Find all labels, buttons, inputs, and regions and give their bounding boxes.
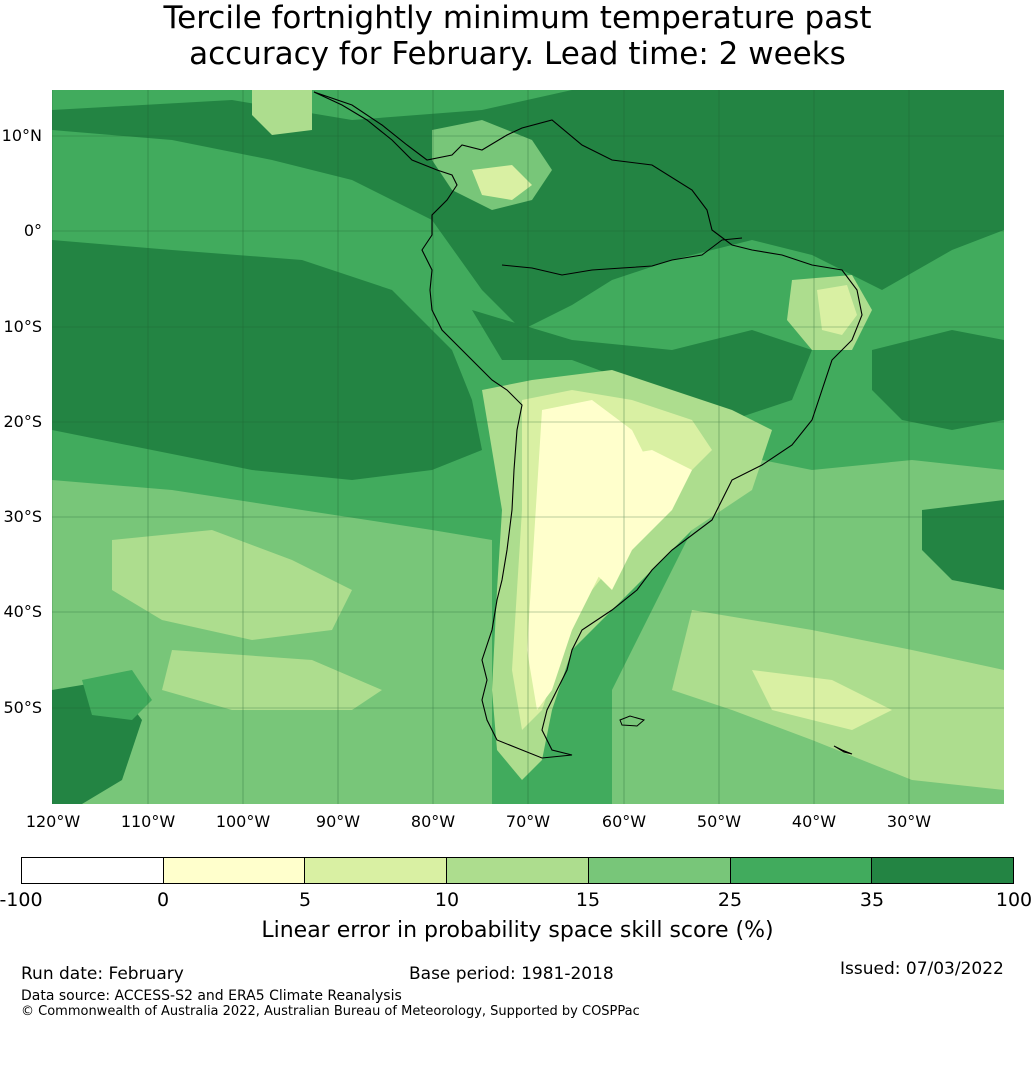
colorbar-tick: 35 xyxy=(859,889,885,911)
lon-label-110w: 110°W xyxy=(120,812,176,831)
region-light-north-3 xyxy=(252,90,312,135)
copyright-notice: © Commonwealth of Australia 2022, Austra… xyxy=(21,1004,640,1019)
region-yellow-argentina-2 xyxy=(592,450,692,590)
lon-label-40w: 40°W xyxy=(791,812,837,831)
amazon-river xyxy=(501,237,743,276)
run-date: Run date: February xyxy=(21,964,184,984)
colorbar-segment xyxy=(163,858,306,883)
region-vlight-nordeste xyxy=(817,285,857,335)
region-vlight-south-atlantic xyxy=(752,670,892,730)
colorbar-segment xyxy=(730,858,873,883)
lat-label-0: 0° xyxy=(23,221,42,240)
falklands xyxy=(619,715,646,727)
lat-label-40s: 40°S xyxy=(3,602,42,621)
lat-label-30s: 30°S xyxy=(3,507,42,526)
region-medium-southwest xyxy=(82,670,152,720)
map-canvas xyxy=(52,90,1004,804)
region-dark-amazon xyxy=(472,310,812,420)
lon-label-70w: 70°W xyxy=(505,812,551,831)
south-georgia xyxy=(833,745,853,755)
colorbar-tick: 5 xyxy=(298,889,312,911)
base-period: Base period: 1981-2018 xyxy=(409,964,614,984)
chart-title: Tercile fortnightly minimum temperature … xyxy=(0,0,1035,72)
lon-label-30w: 30°W xyxy=(886,812,932,831)
region-light-pacific-2 xyxy=(162,650,382,710)
colorbar-tick: 15 xyxy=(575,889,601,911)
colorbar-tick: 25 xyxy=(717,889,743,911)
lon-label-80w: 80°W xyxy=(410,812,456,831)
region-dark-atlantic-south xyxy=(922,500,1004,590)
colorbar-segment xyxy=(872,858,1014,883)
lat-label-10n: 10°N xyxy=(1,126,42,145)
issued-date: Issued: 07/03/2022 xyxy=(840,959,1004,979)
lon-label-50w: 50°W xyxy=(696,812,742,831)
title-line-1: Tercile fortnightly minimum temperature … xyxy=(163,0,872,36)
lon-label-90w: 90°W xyxy=(315,812,361,831)
title-line-2: accuracy for February. Lead time: 2 week… xyxy=(189,36,846,72)
colorbar-tick: -100 xyxy=(0,889,43,911)
coastline-south-america xyxy=(313,91,863,759)
lon-label-60w: 60°W xyxy=(601,812,647,831)
colorbar-tick: 10 xyxy=(434,889,460,911)
lon-label-100w: 100°W xyxy=(215,812,271,831)
colorbar-segment xyxy=(588,858,731,883)
skill-map xyxy=(52,90,1004,804)
colorbar-segment xyxy=(447,858,589,883)
region-dark-pacific xyxy=(52,240,482,480)
data-source: Data source: ACCESS-S2 and ERA5 Climate … xyxy=(21,988,402,1004)
lat-label-50s: 50°S xyxy=(3,698,42,717)
graticule xyxy=(52,90,1004,804)
colorbar-segment xyxy=(305,858,448,883)
lat-label-20s: 20°S xyxy=(3,412,42,431)
region-light-pacific-1 xyxy=(112,530,352,640)
colorbar-segment xyxy=(22,858,164,883)
lon-label-120w: 120°W xyxy=(25,812,81,831)
colorbar-label: Linear error in probability space skill … xyxy=(261,918,774,943)
colorbar xyxy=(21,857,1014,884)
colorbar-tick: 0 xyxy=(156,889,170,911)
region-dark-atlantic xyxy=(872,330,1004,430)
region-vlight-north-2 xyxy=(472,165,532,200)
lat-label-10s: 10°S xyxy=(3,317,42,336)
colorbar-tick: 100 xyxy=(995,889,1033,911)
